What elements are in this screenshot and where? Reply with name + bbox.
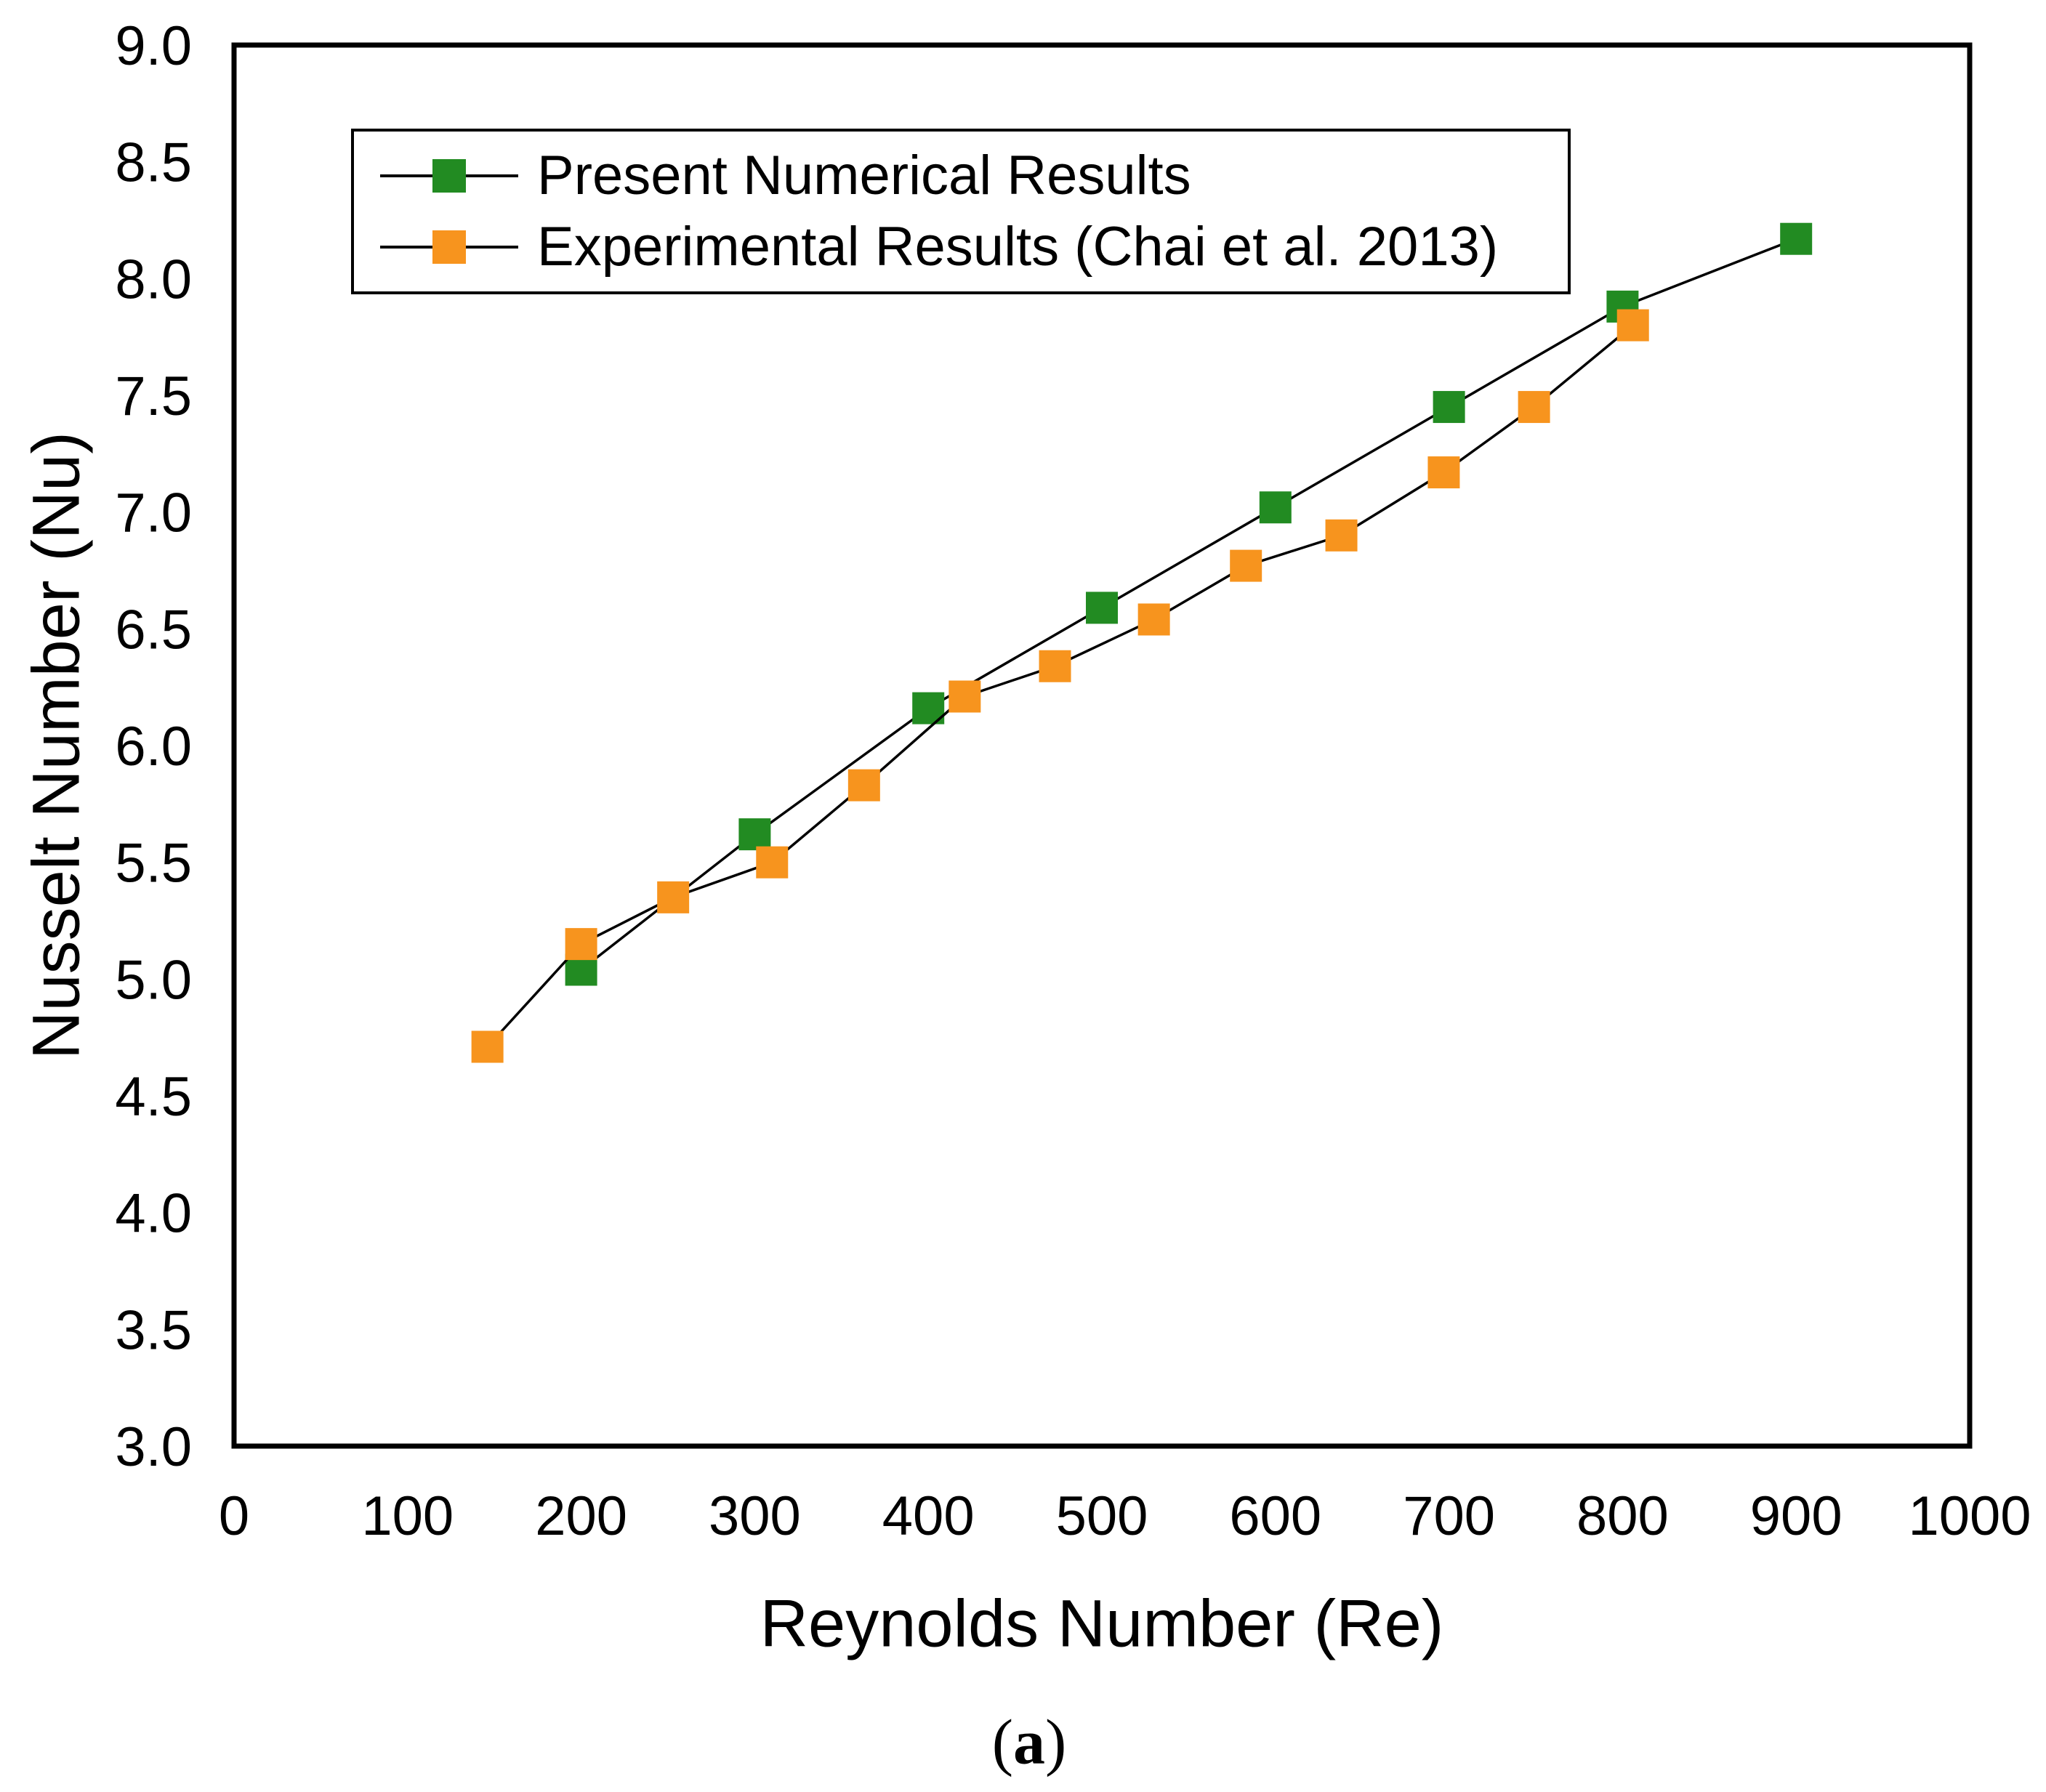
legend-label-present-numerical: Present Numerical Results bbox=[537, 145, 1191, 206]
y-tick-label: 8.5 bbox=[115, 132, 192, 194]
y-tick-label: 7.5 bbox=[115, 366, 192, 427]
y-tick-label: 7.0 bbox=[115, 483, 192, 544]
x-tick-label: 900 bbox=[1750, 1485, 1842, 1547]
y-tick-label: 4.0 bbox=[115, 1183, 192, 1245]
data-point-series-1 bbox=[565, 928, 597, 961]
data-point-series-1 bbox=[756, 846, 789, 879]
caption-paren-open: ( bbox=[991, 1707, 1013, 1778]
data-point-series-1 bbox=[847, 769, 880, 802]
legend-square-green-icon bbox=[432, 159, 466, 193]
plot-frame bbox=[231, 42, 1973, 1449]
legend-item-present-numerical: Present Numerical Results bbox=[380, 145, 1542, 207]
data-point-series-0 bbox=[738, 818, 771, 851]
x-tick-label: 800 bbox=[1576, 1485, 1669, 1547]
data-point-series-1 bbox=[1137, 603, 1170, 636]
legend-line-square-icon bbox=[380, 145, 518, 207]
y-tick-label: 6.5 bbox=[115, 599, 192, 661]
data-point-series-1 bbox=[949, 680, 981, 713]
data-point-series-0 bbox=[1086, 592, 1118, 624]
x-tick-label: 600 bbox=[1229, 1485, 1321, 1547]
data-point-series-1 bbox=[1616, 309, 1649, 342]
series-line-0 bbox=[580, 238, 1797, 971]
legend: Present Numerical Results Experimental R… bbox=[351, 129, 1571, 294]
y-axis-title: Nusselt Number (Nu) bbox=[19, 432, 94, 1060]
y-tick-label: 5.0 bbox=[115, 949, 192, 1011]
data-point-series-1 bbox=[1427, 456, 1460, 489]
x-tick-label: 100 bbox=[361, 1485, 454, 1547]
y-tick-label: 3.0 bbox=[115, 1416, 192, 1478]
y-tick-label: 8.0 bbox=[115, 249, 192, 310]
x-tick-label: 0 bbox=[219, 1485, 249, 1547]
y-tick-label: 5.5 bbox=[115, 833, 192, 895]
x-tick-label: 200 bbox=[535, 1485, 627, 1547]
x-tick-label: 500 bbox=[1056, 1485, 1148, 1547]
legend-line-square-icon bbox=[380, 216, 518, 278]
y-tick-label: 9.0 bbox=[115, 15, 192, 77]
data-point-series-0 bbox=[1780, 222, 1813, 255]
legend-label-experimental: Experimental Results (Chai et al. 2013) bbox=[537, 216, 1499, 278]
legend-square-orange-icon bbox=[432, 230, 466, 264]
x-tick-label: 400 bbox=[882, 1485, 975, 1547]
data-point-series-0 bbox=[1433, 391, 1465, 424]
x-axis-title: Reynolds Number (Re) bbox=[760, 1586, 1444, 1661]
data-point-series-1 bbox=[1518, 391, 1550, 424]
y-tick-label: 6.0 bbox=[115, 716, 192, 778]
data-point-series-1 bbox=[1039, 650, 1071, 682]
caption-letter: a bbox=[1013, 1707, 1045, 1778]
series-line-1 bbox=[486, 324, 1634, 1048]
figure-caption: (a) bbox=[992, 1706, 1067, 1780]
y-tick-label: 3.5 bbox=[115, 1299, 192, 1361]
data-point-series-1 bbox=[657, 881, 690, 913]
y-tick-label: 4.5 bbox=[115, 1066, 192, 1128]
data-point-series-1 bbox=[471, 1030, 504, 1063]
data-point-series-1 bbox=[1325, 519, 1358, 552]
legend-item-experimental: Experimental Results (Chai et al. 2013) bbox=[380, 216, 1542, 278]
data-point-series-0 bbox=[1259, 491, 1292, 524]
x-tick-label: 1000 bbox=[1908, 1485, 2031, 1547]
data-point-series-1 bbox=[1230, 549, 1262, 582]
x-tick-label: 700 bbox=[1403, 1485, 1495, 1547]
caption-paren-close: ) bbox=[1045, 1707, 1067, 1778]
x-tick-label: 300 bbox=[709, 1485, 801, 1547]
